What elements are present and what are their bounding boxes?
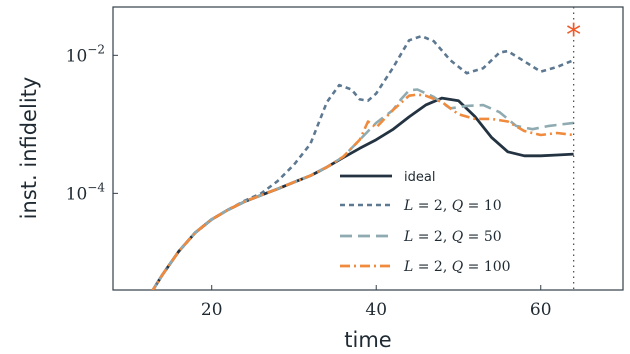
y-axis-ticks: 10−2 10−4: [66, 42, 118, 204]
y-axis-title: inst. infidelity: [17, 77, 41, 220]
legend-label-ideal: ideal: [404, 170, 435, 185]
legend-item-q100: L = 2, Q = 100: [340, 259, 511, 275]
legend: ideal L = 2, Q = 10 L = 2, Q = 50 L = 2,…: [340, 170, 511, 275]
series-line-2: [151, 88, 574, 290]
y-tick-label: 10−2: [66, 42, 105, 66]
x-axis-title: time: [344, 328, 391, 352]
legend-label-q10: L = 2, Q = 10: [403, 198, 502, 214]
legend-item-q10: L = 2, Q = 10: [340, 198, 502, 214]
y-tick-label: 10−4: [66, 180, 106, 204]
series-line-1: [151, 34, 575, 290]
legend-label-q100: L = 2, Q = 100: [403, 259, 511, 275]
x-axis-ticks: 20 40 60: [201, 285, 552, 320]
legend-item-ideal: ideal: [340, 170, 435, 185]
legend-item-q50: L = 2, Q = 50: [340, 229, 502, 245]
legend-label-q50: L = 2, Q = 50: [403, 229, 502, 245]
series-line-3: [151, 93, 574, 290]
x-tick-label: 20: [201, 300, 223, 320]
marker-star: *: [566, 18, 581, 53]
plot-area: *: [112, 6, 624, 291]
plot-frame: [112, 6, 624, 291]
x-tick-label: 40: [365, 300, 387, 320]
x-tick-label: 60: [530, 300, 552, 320]
series-layer: [151, 34, 575, 290]
